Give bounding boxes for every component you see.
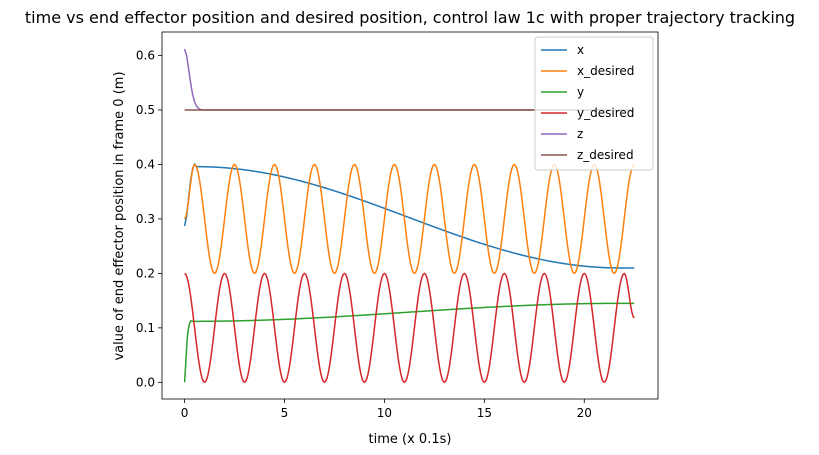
legend-label: z <box>577 127 583 141</box>
chart-title: time vs end effector position and desire… <box>25 8 795 27</box>
x-tick-label: 5 <box>281 406 289 420</box>
x-tick-label: 10 <box>377 406 392 420</box>
series-line-x-desired <box>183 163 635 275</box>
legend-label: x <box>577 43 584 57</box>
x-tick-label: 20 <box>577 406 592 420</box>
x-tick-label: 0 <box>181 406 189 420</box>
series-line-y-desired <box>184 272 635 384</box>
y-tick-label: 0.2 <box>136 266 155 280</box>
y-tick-label: 0.4 <box>136 157 155 171</box>
y-tick-label: 0.6 <box>136 49 155 63</box>
x-tick-label: 15 <box>477 406 492 420</box>
y-axis: 0.0 0.1 0.2 0.3 0.4 0.5 0.6 <box>136 49 162 389</box>
series-line-y <box>183 302 635 383</box>
legend-label: z_desired <box>577 148 634 162</box>
y-tick-label: 0.3 <box>136 212 155 226</box>
series-line-x <box>183 163 635 269</box>
axes-frame <box>161 31 659 400</box>
x-axis: 0 5 10 15 20 <box>181 399 592 420</box>
y-tick-label: 0.0 <box>136 375 155 389</box>
x-axis-label: time (x 0.1s) <box>369 432 452 447</box>
legend-label: y_desired <box>577 106 634 120</box>
y-axis-label: value of end effector position in frame … <box>112 71 127 360</box>
plot-area <box>183 48 635 384</box>
y-tick-label: 0.5 <box>136 103 155 117</box>
y-tick-label: 0.1 <box>136 321 155 335</box>
legend-label: x_desired <box>577 64 634 78</box>
legend-label: y <box>577 85 584 99</box>
